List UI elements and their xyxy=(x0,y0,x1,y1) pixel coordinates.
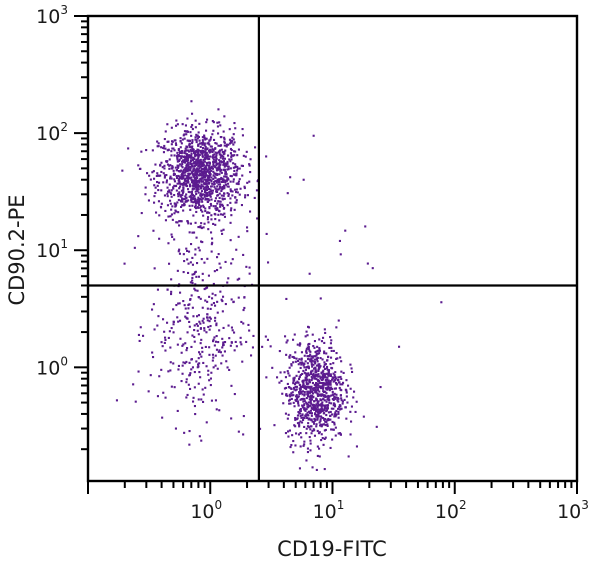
y-tick-label: 103 xyxy=(36,3,68,28)
scatter-points xyxy=(115,100,443,471)
y-tick-label: 102 xyxy=(36,120,68,145)
x-tick-label: 101 xyxy=(313,498,345,523)
y-axis-title: CD90.2-PE xyxy=(5,194,29,305)
x-tick-label: 100 xyxy=(190,498,222,523)
x-tick-label: 102 xyxy=(435,498,467,523)
x-axis-tick-labels: 100 101 102 103 xyxy=(190,498,589,523)
y-axis-tick-labels: 100 101 102 103 xyxy=(36,3,68,379)
x-tick-label: 103 xyxy=(557,498,589,523)
plot-frame xyxy=(86,14,579,483)
y-tick-label: 100 xyxy=(36,354,68,379)
y-tick-label: 101 xyxy=(36,237,68,262)
x-axis-title: CD19-FITC xyxy=(277,537,387,561)
